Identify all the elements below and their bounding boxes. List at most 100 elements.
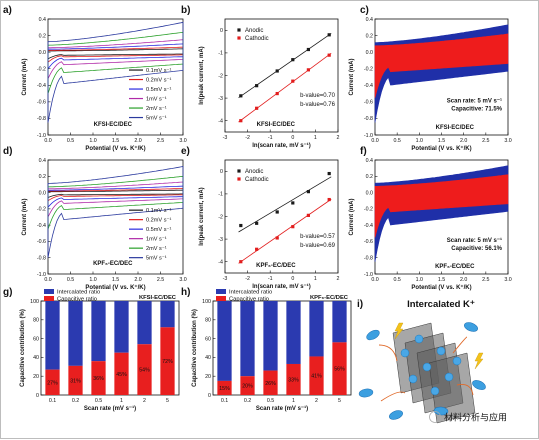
y-tick-label: 0.2 xyxy=(366,174,373,180)
y-tick-label: -0.8 xyxy=(37,256,46,262)
panel-i-schematic: i) Intercalated K⁺ 材料分析与应用 xyxy=(357,299,507,424)
x-tick-label: 3.0 xyxy=(504,277,511,283)
x-tick-label: 0.2 xyxy=(244,398,251,404)
schematic-title: Intercalated K⁺ xyxy=(407,299,475,310)
y-tick-label: -3 xyxy=(218,237,223,243)
y-tick-label: -0.8 xyxy=(364,116,373,122)
fit-line xyxy=(238,33,332,99)
y-tick-label: -1.0 xyxy=(364,133,373,139)
x-tick-label: -2 xyxy=(245,135,250,141)
bar-intercalated xyxy=(45,301,60,370)
bar-intercalated xyxy=(114,301,129,353)
solvated-ion xyxy=(358,388,374,398)
data-point xyxy=(275,69,279,73)
data-point xyxy=(255,221,259,225)
bar-capacitive xyxy=(137,344,152,395)
x-tick-label: 0 xyxy=(291,135,294,141)
y-tick-label: -0.6 xyxy=(37,239,46,245)
capacitive-current-area xyxy=(374,174,509,238)
x-tick-label: 2 xyxy=(143,398,146,404)
x-tick-label: 0.0 xyxy=(371,277,378,283)
y-tick-label: 0.0 xyxy=(39,50,46,56)
bar-value-label: 33% xyxy=(288,377,299,383)
data-point xyxy=(275,236,279,240)
bar-intercalated xyxy=(217,301,232,381)
data-point xyxy=(327,53,331,57)
data-point xyxy=(327,197,331,202)
x-tick-label: 1.0 xyxy=(89,277,96,283)
data-point xyxy=(275,91,279,96)
legend-label: Anodic xyxy=(245,169,263,175)
x-tick-label: 2 xyxy=(337,135,340,141)
bar-intercalated xyxy=(332,301,347,343)
y-tick-label: 0.2 xyxy=(39,33,46,39)
bar-capacitive xyxy=(286,363,301,395)
bar-value-label: 36% xyxy=(93,376,104,382)
y-tick-label: -1.0 xyxy=(37,272,46,278)
x-axis-label: Potential (V vs. K⁺/K) xyxy=(85,284,145,291)
panel-c: 0.0 0.5 1.0 1.5 2.0 2.5 3.0 -1.0 -0.8 -0.6 -0.4 -0.… xyxy=(349,5,512,152)
panel-f: 0.0 0.5 1.0 1.5 2.0 2.5 3.0 -1.0 -0.8 -0.6 -0.4 -0.… xyxy=(349,146,512,291)
data-point xyxy=(327,171,331,176)
b-value-anodic: b-value=0.57 xyxy=(300,234,336,240)
capacitive-percent-annotation: Capacitive: 71.5% xyxy=(451,107,502,113)
legend-label: 0.1mV s⁻¹ xyxy=(146,68,171,74)
watermark-text: 材料分析与应用 xyxy=(444,412,507,423)
k-ion xyxy=(408,374,418,384)
bar-intercalated xyxy=(137,301,152,345)
legend-swatch xyxy=(237,177,241,181)
x-axis-label: Scan rate (mV s⁻¹) xyxy=(84,405,136,412)
solvated-ion xyxy=(389,410,403,420)
x-tick-label: 1.5 xyxy=(112,138,119,144)
legend-label: 0.1mV s⁻¹ xyxy=(146,208,171,214)
legend-label: Capacitive ratio xyxy=(57,297,97,303)
x-tick-label: 0.5 xyxy=(95,398,102,404)
legend-swatch xyxy=(216,296,226,301)
panel-d: 0.0 0.5 1.0 1.5 2.0 2.5 3.0 -1.0 -0.8 -0.6 -0.4 -0.… xyxy=(3,146,187,291)
data-point xyxy=(327,33,331,37)
data-point xyxy=(255,84,259,88)
y-axis-label: Capacitive contribution (%) xyxy=(192,309,198,387)
x-tick-label: 5 xyxy=(166,398,169,404)
panel-label: a) xyxy=(3,5,12,16)
bar-capacitive xyxy=(68,365,83,395)
y-tick-label: 100 xyxy=(202,299,211,305)
bar-value-label: 31% xyxy=(70,378,81,384)
y-tick-label: -0.2 xyxy=(364,67,373,73)
bar-intercalated xyxy=(309,301,324,357)
panel-annotation: KFSI-EC/DEC xyxy=(139,295,177,301)
x-axis-label: ln(scan rate, mV s⁻¹) xyxy=(252,283,311,290)
x-tick-label: 1.5 xyxy=(438,277,445,283)
bar-intercalated xyxy=(240,301,255,377)
y-tick-label: -0.4 xyxy=(37,223,46,229)
y-tick-label: -1.0 xyxy=(37,133,46,139)
k-ion xyxy=(414,334,424,344)
wechat-logo-icon xyxy=(429,411,441,423)
bar-capacitive xyxy=(91,361,106,395)
bar-value-label: 72% xyxy=(162,359,173,365)
panel-label: e) xyxy=(181,146,190,157)
y-tick-label: -0.2 xyxy=(37,67,46,73)
x-tick-label: 0.1 xyxy=(49,398,56,404)
k-ion xyxy=(422,362,432,372)
bar-capacitive xyxy=(160,327,175,395)
bar-capacitive xyxy=(240,376,255,395)
data-point xyxy=(239,223,243,228)
bar-intercalated xyxy=(286,301,301,364)
y-axis-label: Current (mA) xyxy=(22,198,28,235)
diffusion-arrow xyxy=(456,384,474,396)
legend-swatch xyxy=(237,169,241,173)
panel-annotation: KPF₆-EC/DEC xyxy=(256,263,296,269)
x-tick-label: 0.0 xyxy=(44,277,51,283)
diffusion-arrow xyxy=(378,344,398,362)
fit-line xyxy=(238,176,332,233)
legend-label: 1mV s⁻¹ xyxy=(146,97,167,103)
bar-capacitive xyxy=(45,369,60,395)
legend-swatch xyxy=(44,296,54,301)
y-tick-label: -2 xyxy=(218,214,223,220)
x-tick-label: 2 xyxy=(315,398,318,404)
bar-intercalated xyxy=(91,301,106,362)
data-point xyxy=(255,247,259,251)
y-tick-label: 80 xyxy=(33,318,39,324)
